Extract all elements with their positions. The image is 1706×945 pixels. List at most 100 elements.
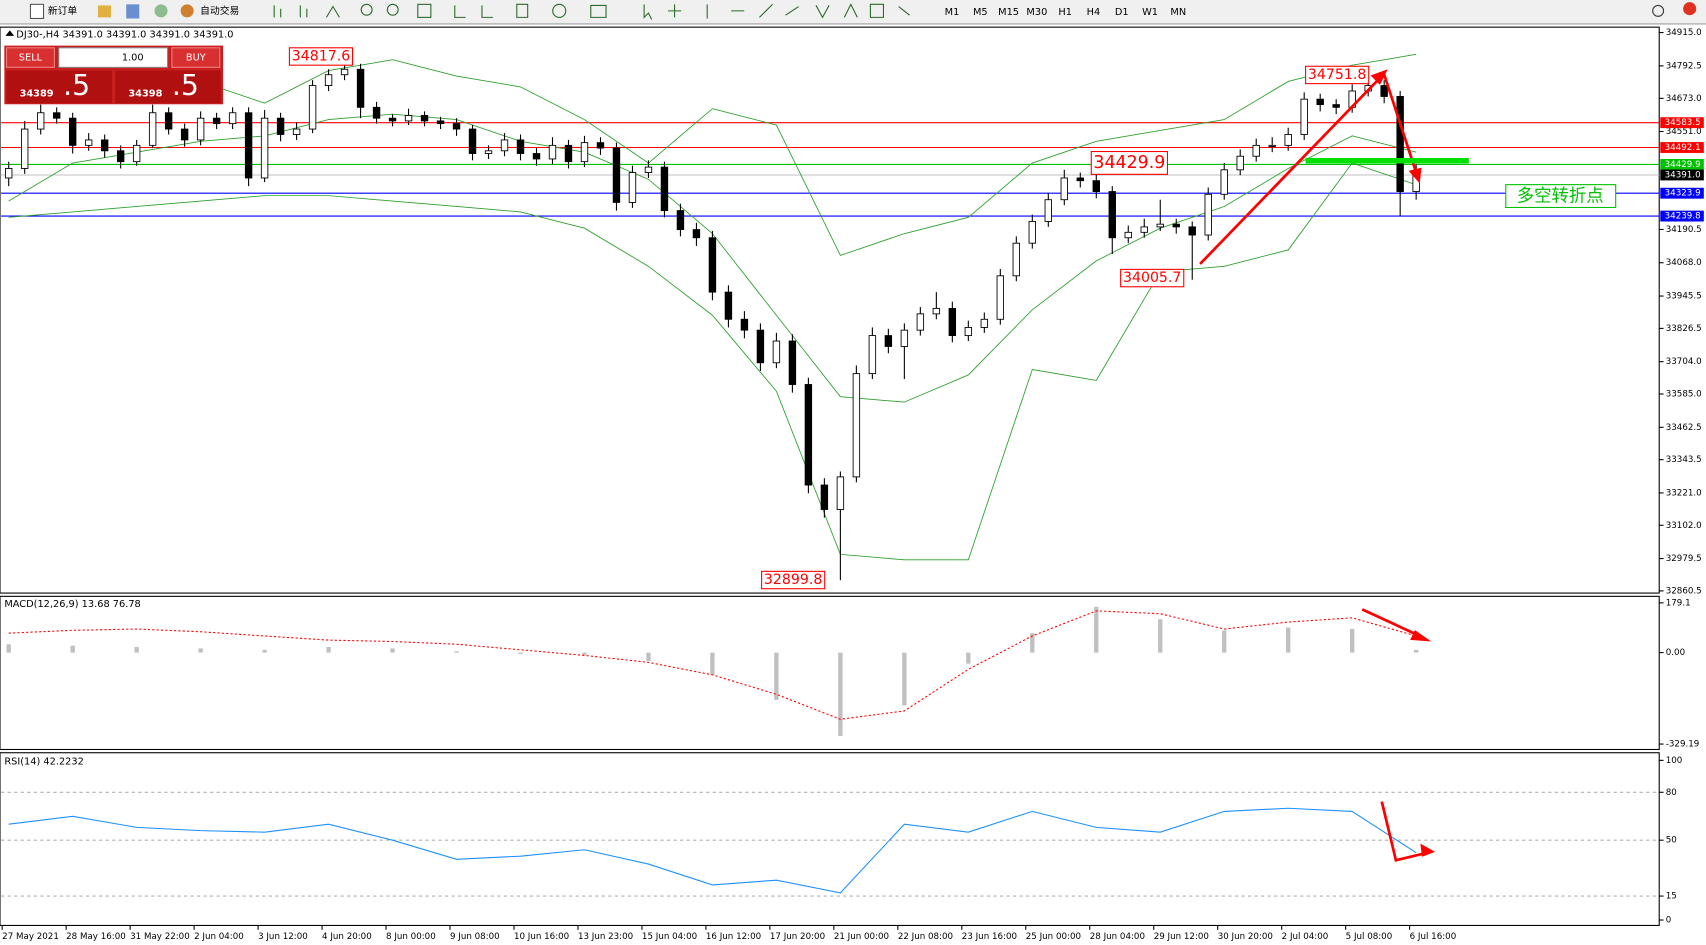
candle-body bbox=[1140, 226, 1148, 233]
x-tick-label: 28 Jun 04:00 bbox=[1090, 932, 1145, 942]
timeframe-button[interactable]: M15 bbox=[998, 7, 1019, 18]
candle-body bbox=[1060, 177, 1068, 201]
sell-label[interactable]: SELL bbox=[19, 53, 43, 64]
level-label: 34492.1 bbox=[1665, 143, 1701, 153]
x-tick-label: 28 May 16:00 bbox=[66, 932, 126, 942]
candle-body bbox=[1380, 85, 1388, 97]
candle-body bbox=[308, 85, 317, 130]
auto-trading-button[interactable]: 自动交易 bbox=[200, 4, 239, 17]
macd-bar bbox=[1350, 628, 1355, 653]
toolbar-icon[interactable] bbox=[97, 5, 111, 18]
bid-price[interactable]: 34389 bbox=[20, 88, 54, 99]
x-tick-label: 2 Jul 04:00 bbox=[1282, 932, 1329, 942]
timeframe-button[interactable]: M5 bbox=[973, 7, 988, 18]
macd-bar bbox=[646, 652, 651, 661]
macd-bar bbox=[1094, 606, 1099, 653]
timeframe-button[interactable]: H4 bbox=[1087, 7, 1101, 18]
auto-trading-icon[interactable] bbox=[180, 4, 194, 18]
macd-bar bbox=[326, 647, 331, 653]
buy-button[interactable] bbox=[171, 47, 221, 68]
level-tag bbox=[1660, 142, 1704, 153]
y-tick-label: 34915.0 bbox=[1666, 28, 1702, 38]
toolbar-icon[interactable] bbox=[154, 4, 168, 18]
x-tick-label: 15 Jun 04:00 bbox=[642, 932, 697, 942]
x-tick-label: 10 Jun 16:00 bbox=[514, 932, 569, 942]
candle-body bbox=[164, 112, 173, 130]
lot-value[interactable]: 1.00 bbox=[122, 53, 144, 64]
timeframe-button[interactable]: MN bbox=[1170, 7, 1186, 18]
candle-body bbox=[884, 335, 893, 347]
timeframe-button[interactable]: D1 bbox=[1115, 7, 1129, 18]
candle-body bbox=[1300, 98, 1308, 135]
y-tick-label: 32860.5 bbox=[1666, 586, 1702, 596]
buy-label[interactable]: BUY bbox=[186, 53, 206, 64]
rsi-line bbox=[8, 807, 1417, 894]
candle-body bbox=[804, 384, 813, 486]
candle-body bbox=[932, 307, 941, 315]
x-tick-label: 22 Jun 08:00 bbox=[898, 932, 953, 942]
candle-body bbox=[388, 117, 397, 122]
candle-body bbox=[484, 150, 493, 154]
toolbar-icon[interactable] bbox=[126, 4, 140, 19]
macd-pane bbox=[0, 595, 1660, 751]
bid-fraction[interactable]: .5 bbox=[63, 69, 90, 102]
candle-body bbox=[644, 166, 653, 173]
timeframe-button[interactable]: M1 bbox=[945, 7, 960, 18]
price-callout-box bbox=[761, 570, 826, 590]
candle-body bbox=[612, 147, 621, 203]
candle-body bbox=[1188, 226, 1196, 236]
ask-box[interactable] bbox=[115, 70, 221, 104]
candle-body bbox=[580, 142, 589, 163]
level-label: 34429.9 bbox=[1665, 160, 1701, 170]
y-tick-label: 33462.5 bbox=[1666, 423, 1702, 433]
annotation-arrows bbox=[1199, 69, 1436, 862]
macd-header: MACD(12,26,9) 13.68 76.78 bbox=[4, 599, 140, 610]
candle-body bbox=[596, 142, 605, 149]
toolbar-tools[interactable] bbox=[273, 3, 910, 20]
x-tick-label: 31 May 22:00 bbox=[130, 932, 190, 942]
candle-body bbox=[788, 340, 797, 385]
candle-body bbox=[68, 117, 77, 146]
candle-body bbox=[100, 139, 109, 152]
note-text: 多空转折点 bbox=[1517, 187, 1604, 207]
candle-body bbox=[1076, 177, 1084, 182]
candle-body bbox=[564, 144, 573, 163]
candle-body bbox=[708, 237, 717, 293]
ask-price[interactable]: 34398 bbox=[128, 88, 162, 99]
x-tick-label: 5 Jul 08:00 bbox=[1346, 932, 1393, 942]
new-order-button[interactable]: 新订单 bbox=[48, 4, 78, 17]
y-tick-label: 33221.0 bbox=[1666, 488, 1702, 498]
price-callout: 34817.6 bbox=[292, 48, 350, 64]
notification-badge[interactable] bbox=[1683, 2, 1697, 16]
candle-body bbox=[1396, 96, 1404, 192]
candle-body bbox=[740, 318, 749, 331]
candle-body bbox=[1124, 231, 1132, 239]
candle-body bbox=[276, 117, 285, 135]
macd-bar bbox=[838, 652, 843, 736]
timeframe-button[interactable]: H1 bbox=[1058, 7, 1072, 18]
ask-fraction[interactable]: .5 bbox=[172, 69, 199, 102]
candle-body bbox=[1028, 221, 1037, 244]
sell-button[interactable] bbox=[5, 47, 55, 68]
candle-body bbox=[996, 275, 1005, 320]
y-tick-label: 15 bbox=[1666, 892, 1677, 902]
new-order-icon[interactable] bbox=[29, 3, 45, 20]
candle-body bbox=[20, 128, 29, 169]
candle-body bbox=[404, 115, 413, 122]
candle-body bbox=[436, 120, 445, 125]
macd-bar bbox=[454, 651, 459, 653]
x-tick-label: 27 May 2021 bbox=[2, 932, 59, 942]
timeframe-button[interactable]: M30 bbox=[1026, 7, 1047, 18]
candle-body bbox=[260, 117, 269, 179]
level-label: 34583.5 bbox=[1665, 118, 1701, 128]
search-icon[interactable] bbox=[1652, 4, 1665, 17]
timeframe-button[interactable]: W1 bbox=[1142, 7, 1158, 18]
rsi-pane bbox=[0, 752, 1660, 926]
x-tick-label: 25 Jun 00:00 bbox=[1026, 932, 1081, 942]
lot-input[interactable] bbox=[58, 47, 169, 68]
candle-body bbox=[1204, 193, 1212, 236]
macd-bar bbox=[390, 648, 395, 653]
y-tick-label: 50 bbox=[1666, 836, 1677, 846]
bid-box[interactable] bbox=[6, 70, 113, 104]
